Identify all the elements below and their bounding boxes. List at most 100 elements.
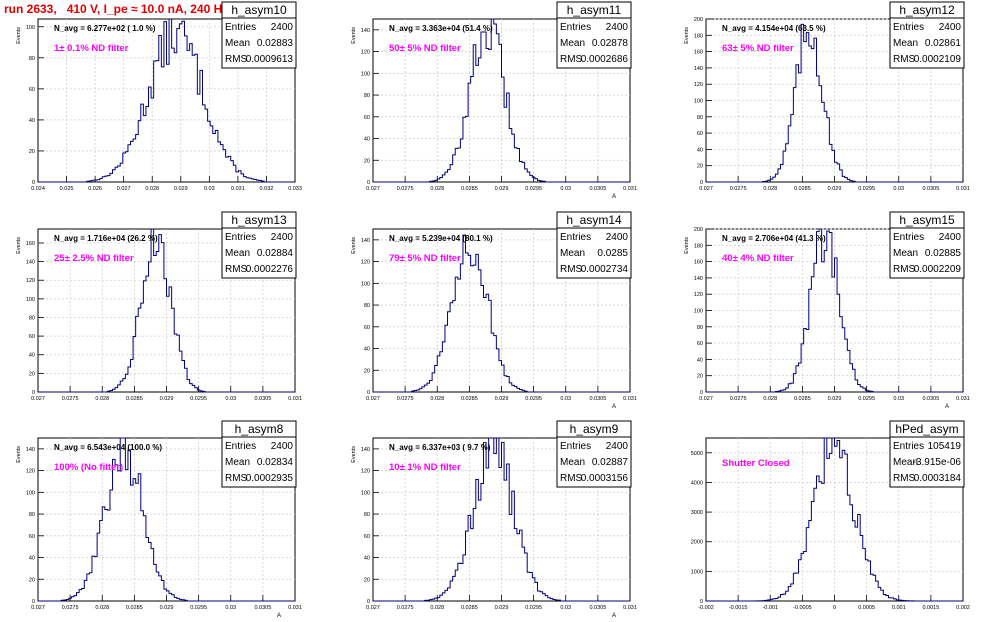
x-tick-label: 0.027 [699,186,713,192]
y-tick-label: 100 [694,99,703,105]
x-tick-label: 0.0305 [254,396,271,402]
y-tick-label: 20 [697,164,703,170]
x-tick-label: 0.028 [430,605,444,611]
y-tick-label: 20 [697,374,703,380]
navg-label: N_avg = 2.706e+04 (41.3 %) [722,234,826,243]
x-tick-label: 0.031 [623,396,637,402]
stats-key: RMS [560,473,583,484]
y-tick-label: 80 [364,303,370,309]
stats-box [221,17,297,69]
x-axis-label: A [277,613,281,619]
y-tick-label: 100 [361,281,370,287]
histogram-h_asym15 [706,228,963,393]
y-tick-label: 120 [361,50,370,56]
panel-h_asym11: 0.027 0.0275 0.028 0.0285 0.029 0.0295 0.03 0.0… [351,1,637,200]
panel-h_asym9: 0.027 0.0275 0.028 0.0285 0.029 0.0295 0.03 0.0… [351,420,637,619]
x-tick-label: 0.028 [430,396,444,402]
panel-h_asym14: 0.027 0.0275 0.028 0.0285 0.029 0.0295 0.03 0.0… [351,211,637,410]
x-tick-label: 0.0285 [794,186,811,192]
x-tick-label: 0.0305 [589,396,606,402]
x-tick-label: 0.0305 [589,605,606,611]
stats-value: 0.02884 [257,248,294,259]
stats-box [221,227,297,279]
histogram-h_asym10 [38,18,295,183]
x-tick-label: 0.027 [117,186,131,192]
y-tick-label: 0 [32,390,35,396]
y-tick-label: 80 [29,56,35,62]
stats-title: h_asym14 [566,213,622,227]
y-tick-label: 200 [694,227,703,233]
stats-box [556,17,632,69]
stats-value: 2400 [271,232,294,243]
y-tick-label: 120 [361,469,370,475]
x-tick-label: 0.0015 [922,605,939,611]
navg-label: N_avg = 1.716e+04 (26.2 %) [54,234,158,243]
stats-title: h_asym11 [567,3,622,17]
stats-box [221,436,297,488]
stats-key: Mean [560,248,585,259]
y-tick-label: 20 [29,149,35,155]
stats-value: 0.0002935 [246,473,294,484]
histogram-h_asym14 [373,234,630,393]
panel-hPed_asym: -0.002 -0.0015 -0.001 -0.0005 0 0.0005 0.001 0.… [691,420,970,611]
navg-label: N_avg = 5.239e+04 (80.1 %) [389,234,493,243]
x-tick-label: 0.0305 [922,186,939,192]
histogram-h_asym11 [373,18,630,183]
x-tick-label: 0.03 [560,605,571,611]
navg-label: N_avg = 6.543e+04 (100.0 %) [54,443,162,452]
stats-box [889,17,965,69]
x-tick-label: -0.0015 [729,605,748,611]
histogram-hPed_asym [706,437,963,602]
filter-label: 79± 5% ND filter [389,253,461,264]
x-tick-label: 0.032 [260,186,274,192]
stats-key: Mean [225,457,250,468]
filter-label: 50± 5% ND filter [389,43,461,54]
y-tick-label: 80 [364,93,370,99]
x-tick-label: -0.001 [762,605,778,611]
y-tick-label: 140 [361,28,370,34]
stats-value: 0.0002109 [914,54,962,65]
filter-label: 25± 2.5% ND filter [54,253,134,264]
y-tick-label: 100 [361,490,370,496]
x-tick-label: 0.0285 [461,605,478,611]
y-tick-label: 0 [367,390,370,396]
x-tick-label: 0.029 [160,396,174,402]
y-tick-label: 80 [697,115,703,121]
x-axis-label: A [612,613,616,619]
stats-value: 0.02885 [925,248,962,259]
histogram-h_asym9 [373,437,630,602]
y-tick-label: 100 [26,297,35,303]
x-tick-label: -0.002 [698,605,714,611]
x-tick-label: 0.001 [892,605,906,611]
x-tick-label: 0.029 [495,396,509,402]
stats-key: Entries [893,441,924,452]
x-tick-label: 0.03 [893,186,904,192]
x-tick-label: 0.0305 [922,396,939,402]
stats-value: 0.0285 [597,248,628,259]
stats-key: RMS [225,264,248,275]
x-tick-label: 0.03 [225,396,236,402]
x-tick-label: 0.0285 [461,186,478,192]
x-tick-label: 0.0305 [589,186,606,192]
x-tick-label: 0.0275 [62,396,79,402]
x-tick-label: 0.028 [95,396,109,402]
y-tick-label: 140 [26,260,35,266]
x-tick-label: 0.027 [366,605,380,611]
x-tick-label: 0.0295 [525,186,542,192]
x-tick-label: 0.028 [145,186,159,192]
y-tick-label: 120 [26,469,35,475]
x-tick-label: 0.0285 [126,396,143,402]
x-tick-label: 0.03 [204,186,215,192]
panel-h_asym12: 0.027 0.0275 0.028 0.0285 0.029 0.0295 0.03 0.0… [684,1,970,192]
stats-key: RMS [893,54,916,65]
y-tick-label: 180 [694,243,703,249]
y-tick-label: 0 [32,599,35,605]
y-tick-label: 0 [367,599,370,605]
x-tick-label: 0.027 [31,605,45,611]
y-tick-label: 80 [29,315,35,321]
filter-label: 1± 0.1% ND filter [54,43,129,54]
y-tick-label: 60 [697,131,703,137]
x-tick-label: 0.0295 [525,396,542,402]
x-tick-label: 0.0275 [62,605,79,611]
stats-key: Entries [560,441,591,452]
